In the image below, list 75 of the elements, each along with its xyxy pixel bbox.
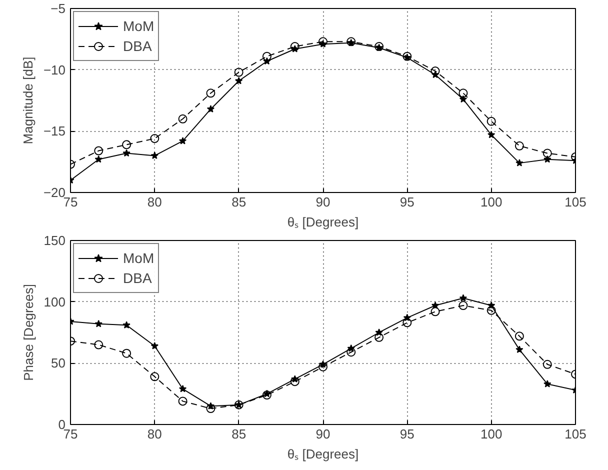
point — [430, 66, 440, 76]
point — [290, 377, 300, 386]
point — [459, 294, 468, 302]
point — [122, 348, 132, 358]
x-tick-label: 90 — [316, 426, 330, 442]
point — [206, 88, 216, 98]
x-tick-label: 80 — [147, 426, 162, 442]
legend-label: MoM — [123, 18, 154, 34]
point — [178, 136, 187, 144]
point — [290, 42, 300, 52]
legend-label: DBA — [123, 38, 152, 54]
point — [458, 301, 468, 310]
point — [516, 346, 524, 354]
point — [122, 321, 130, 328]
point — [486, 116, 496, 126]
point — [318, 362, 328, 372]
point — [486, 306, 496, 315]
point — [318, 37, 328, 46]
point — [262, 52, 272, 61]
point — [544, 155, 552, 163]
point — [514, 332, 524, 341]
x-tick-label: 95 — [400, 194, 414, 210]
y-tick-label: 50 — [51, 356, 66, 371]
point — [235, 76, 243, 84]
point — [430, 307, 440, 316]
point — [206, 105, 215, 112]
point — [544, 380, 552, 388]
point — [178, 396, 188, 406]
point — [234, 68, 244, 77]
x-tick-label: 100 — [480, 426, 502, 442]
x-tick-label: 105 — [564, 194, 586, 210]
x-tick-label: 85 — [232, 194, 246, 210]
point — [94, 155, 102, 163]
y-tick-label: 0 — [58, 417, 66, 432]
x-tick-label: 95 — [400, 426, 414, 442]
point — [402, 318, 412, 328]
x-tick-label: 85 — [232, 426, 246, 442]
point — [542, 148, 552, 158]
point — [374, 332, 384, 342]
y-tick-label: 100 — [44, 294, 66, 310]
x-axis-title: θₛ [Degrees] — [287, 446, 359, 462]
point — [94, 146, 104, 156]
point — [150, 372, 160, 382]
point — [178, 114, 188, 124]
point — [514, 141, 524, 150]
x-tick-label: 80 — [147, 194, 162, 210]
point — [542, 360, 552, 369]
point — [150, 152, 158, 160]
y-axis-title: Phase [Degrees] — [20, 284, 36, 381]
point — [262, 390, 272, 400]
y-tick-label: −15 — [43, 124, 66, 139]
point — [488, 130, 496, 138]
y-tick-label: 150 — [44, 233, 66, 248]
point — [122, 140, 132, 150]
point — [346, 348, 356, 357]
point — [94, 320, 102, 328]
point — [94, 340, 104, 350]
legend-label: DBA — [123, 270, 152, 286]
x-tick-label: 90 — [316, 194, 330, 210]
point — [150, 342, 158, 350]
legend-label: MoM — [123, 250, 154, 266]
x-axis-title: θₛ [Degrees] — [287, 214, 359, 230]
point — [458, 88, 468, 98]
point — [516, 159, 524, 166]
point — [150, 134, 160, 144]
x-tick-label: 100 — [480, 194, 502, 210]
y-tick-label: −10 — [43, 62, 66, 78]
y-tick-label: −20 — [43, 185, 66, 200]
point — [178, 384, 187, 392]
y-tick-label: −5 — [50, 1, 66, 16]
point — [206, 404, 216, 414]
point — [459, 95, 468, 103]
y-axis-title: Magnitude [dB] — [20, 56, 36, 144]
point — [122, 149, 130, 157]
x-tick-label: 105 — [564, 426, 586, 442]
